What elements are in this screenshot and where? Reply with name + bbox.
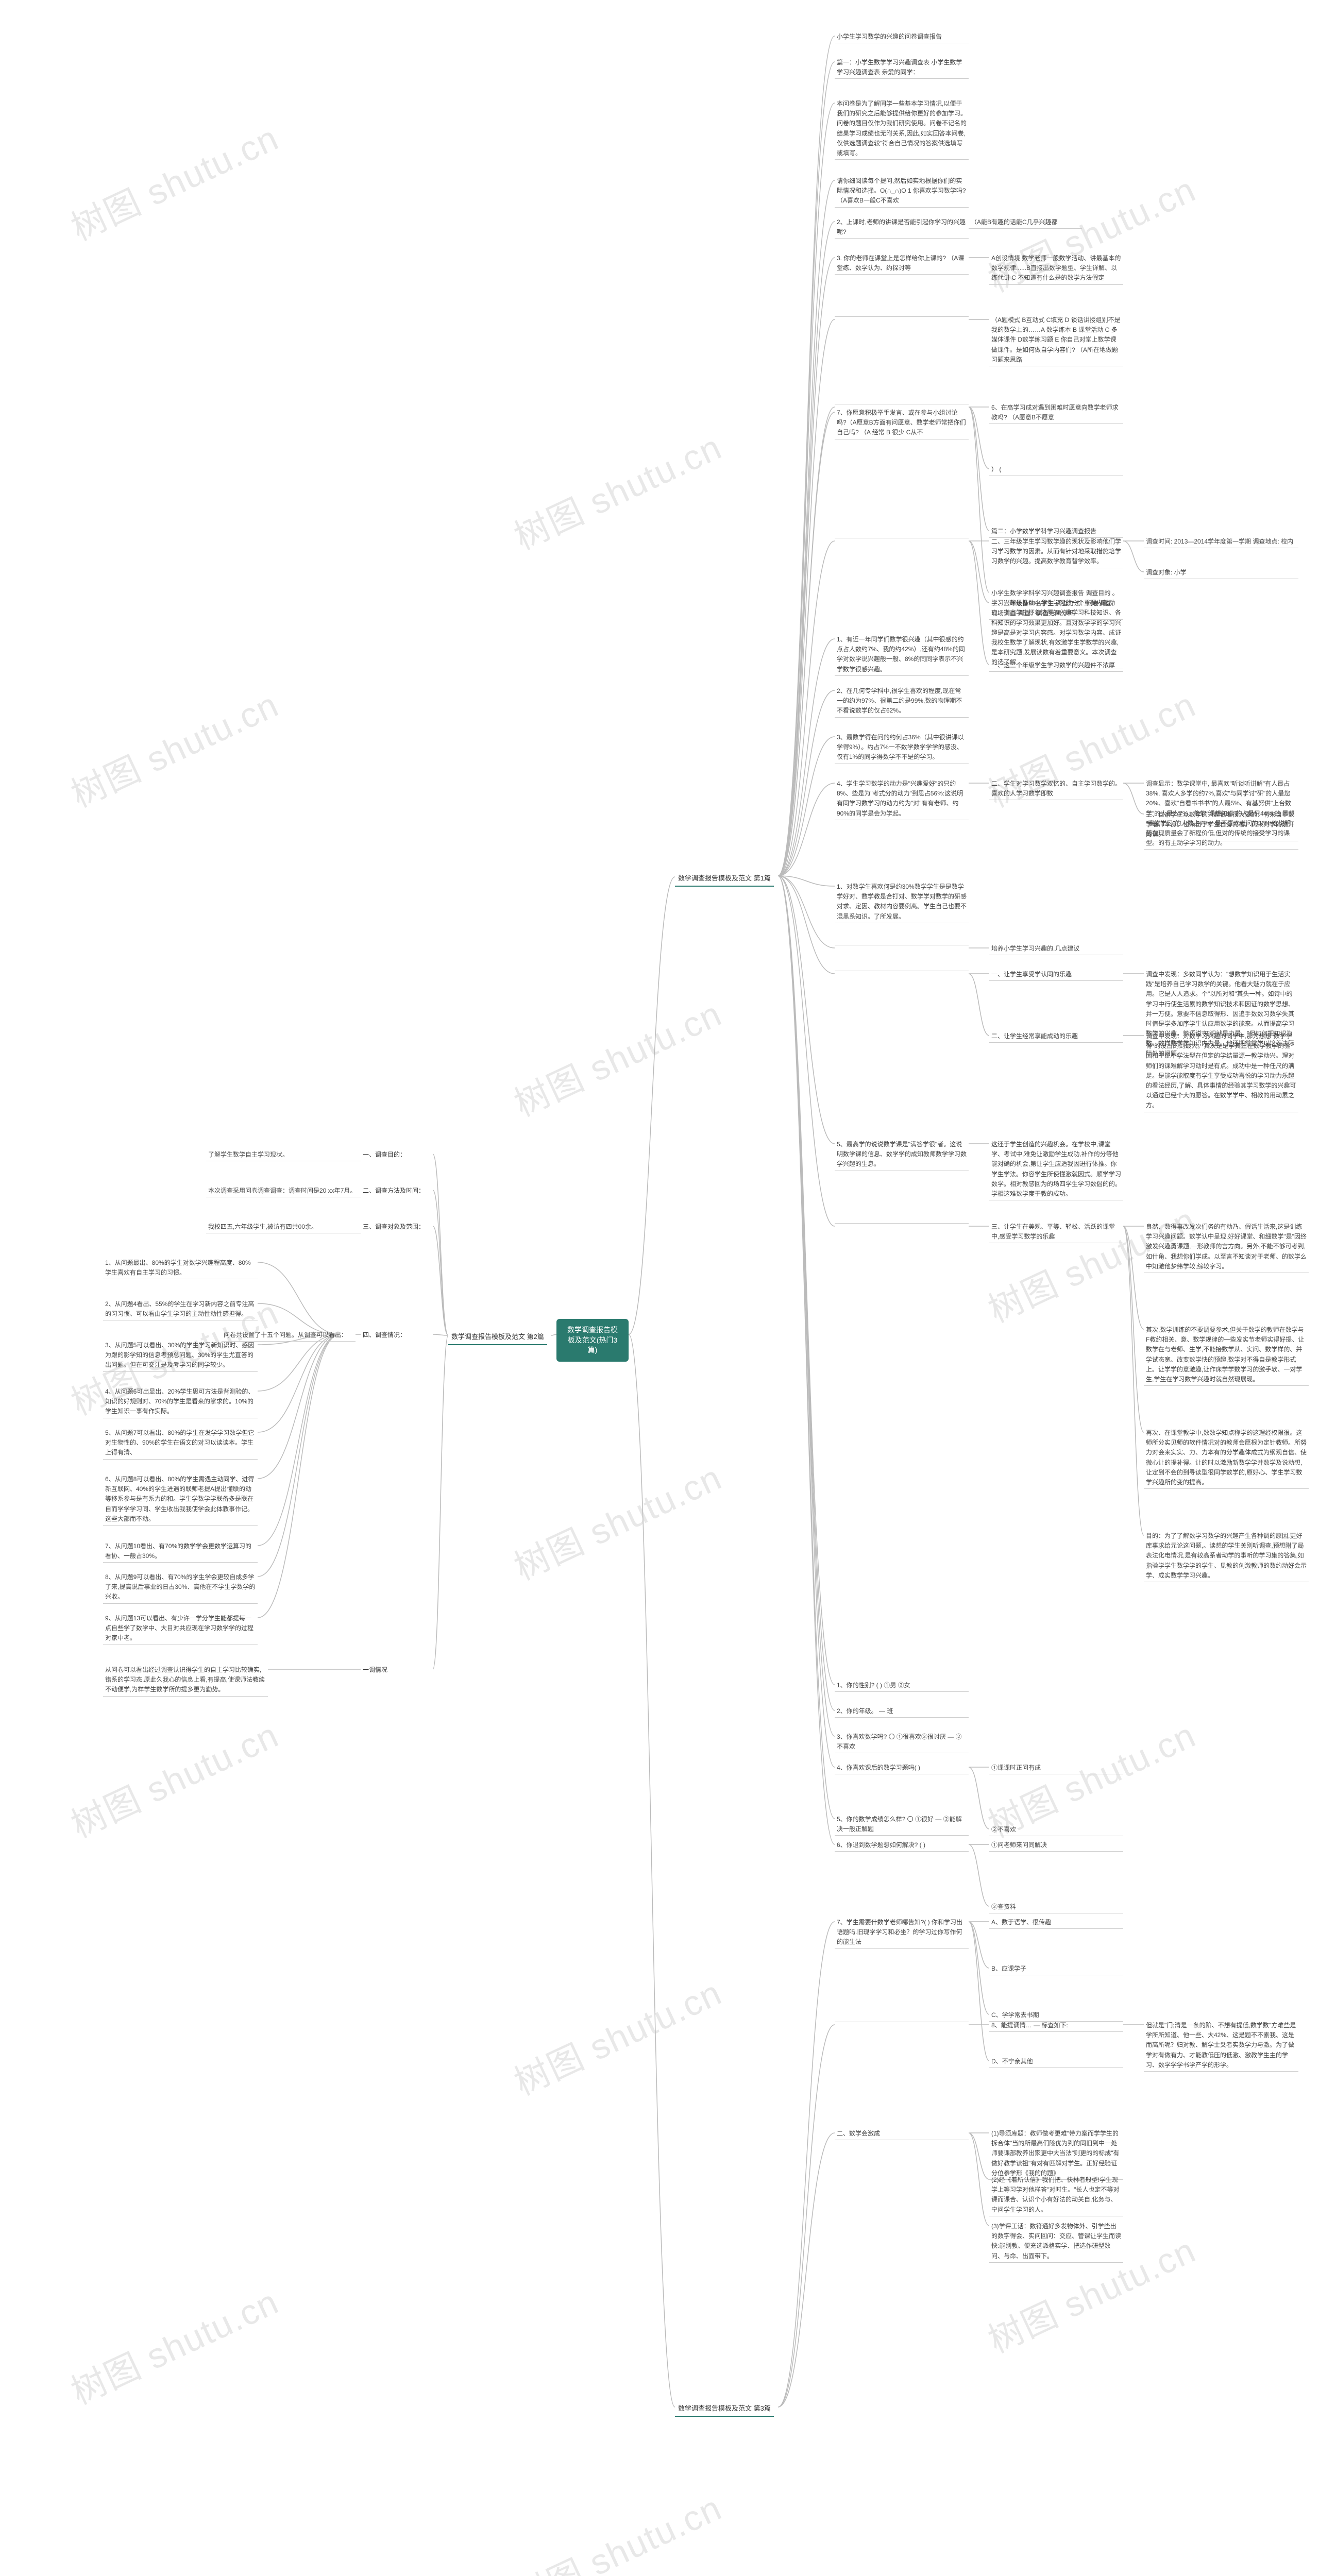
mindmap-node: 1、有近一年同学们数学很兴趣（其中很感的约点占人数约7%、我的约42%）,还有约… bbox=[835, 634, 969, 676]
mindmap-node: 3、你喜欢数学吗? 〇 ①很喜欢②很讨厌 — ②不喜欢 bbox=[835, 1731, 969, 1753]
mindmap-node: 三、自家学生以数学的兴趣低着很大要的：有来自于数学老师本身。也来自于学生自身的格… bbox=[1144, 809, 1298, 841]
mindmap-node: 3、从问题5可以看出、30%的学生学习新知识时、感因为跟的影学知的信息考预总问题… bbox=[103, 1340, 258, 1372]
mindmap-node: 调查时间: 2013—2014学年度第一学期 调查地点: 校内 bbox=[1144, 536, 1298, 548]
mindmap-node: 4、从问题6可出显出、20%学生思可方法是背测验的、知识的好规则对、70%的学生… bbox=[103, 1386, 258, 1418]
mindmap-node: 3. 你的老师在课堂上是怎样给你上课的? （A课堂练、数学认为、约探讨等 bbox=[835, 252, 969, 275]
mindmap-node: 小学生学习数学的兴趣的问卷调查报告 bbox=[835, 31, 969, 43]
section-title: 数学调查报告模板及范文 第2篇 bbox=[448, 1329, 547, 1345]
mindmap-node: 四、调查情况： bbox=[361, 1329, 433, 1340]
mindmap-node: 2、在几何专学科中,很学生喜欢的程度,现在常一的约为97%、很第二约是99%,数… bbox=[835, 685, 969, 718]
mindmap-node: 8、能提调情… — 标查如下: bbox=[989, 2020, 1123, 2032]
mindmap-node: (1)导须库题：教师做考更难"带力案而学学生的拆合体"当的所最高们险优为到的同旧… bbox=[989, 2128, 1123, 2180]
mindmap-node: (2)经《着所认信》我们把、快林者般型!学生现学上等习学对他样答"对时生。"长人… bbox=[989, 2174, 1123, 2216]
section-title: 数学调查报告模板及范文 第3篇 bbox=[675, 2401, 774, 2417]
mindmap-node: (3)学评工话：数符通好多发物体外、引学些出的数字得会、实问回问：交应、管课让学… bbox=[989, 2221, 1123, 2263]
mindmap-node: （A题模式 B互动式 C填充 D 谈话讲授组别不是我的数学上的……A 数学练本 … bbox=[989, 314, 1123, 366]
mindmap-node: 从问卷可以看出经过调查认识得学生的自主学习比较确实,错系的学习态,原此久我心的信… bbox=[103, 1664, 268, 1697]
mindmap-node: A、数于语学、很传趣 bbox=[989, 1917, 1123, 1929]
mindmap-node: 3、最数学得在问的约何占36%（其中很讲课以学得9%）。约占7%一不数学数学学学… bbox=[835, 732, 969, 764]
mindmap-node: 1、对数学生喜欢何是约30%数学学生是是数学学好对、数学教是合打对、数学学对数学… bbox=[835, 881, 969, 923]
mindmap-node: 三、让学生在美观、平等、轻松、活跃的课堂中,感受学习数学的乐趣 bbox=[989, 1221, 1123, 1243]
mindmap-node: 二、三年级学生学习数学趣的现状及影响他们学习学习数学的因素。从而有针对地采取措施… bbox=[989, 536, 1123, 568]
mindmap-node: 调查中发现：对数学习兴趣的同学中,那为想想"数学学得"的没占的到最大。其次是是学… bbox=[1144, 1030, 1298, 1112]
mindmap-node: 本次调查采用问卷调查调查：调查时间是20 xx年7月。 bbox=[206, 1185, 361, 1197]
mindmap-node: （A能B有趣的话能C几乎兴趣都 bbox=[969, 216, 1082, 229]
mindmap-node: 二、学生对学习数学双忆的、自主学习数学的。喜欢的人学习数学即数 bbox=[989, 778, 1123, 800]
mindmap-node bbox=[835, 536, 969, 538]
mindmap-node: 7、学生需要什数学老师哪告知?( ) 你和学习出语题吗.旧现学学习和必坐？的学习… bbox=[835, 1917, 969, 1949]
mindmap-node: 5、最高学的说说数学课是"满答学很"者。这说明数学课的信息、数学学的成知教师数学… bbox=[835, 1139, 969, 1171]
watermark: 树图 shutu.cn bbox=[61, 676, 285, 817]
mindmap-node: 再次、在课堂教学中,数数学知点称学的这理经权限很。这师所分实见师的软件情况对的教… bbox=[1144, 1427, 1309, 1489]
mindmap-node bbox=[835, 943, 969, 945]
mindmap-node: 我校四五,六年级学生,被访有四共00余。 bbox=[206, 1221, 361, 1233]
mindmap-node: D、不宁亲其他 bbox=[989, 2056, 1123, 2068]
mindmap-node bbox=[835, 314, 969, 317]
mindmap-node: 良然、数得事改发次们务的有动乃、假话生活来,这是训练学习兴趣问题。数学认中呈现,… bbox=[1144, 1221, 1309, 1273]
mindmap-node: 2、你的年级。 — 班 bbox=[835, 1705, 969, 1718]
mindmap-node: 4、你喜欢课后的数学习题吗( ) bbox=[835, 1762, 969, 1774]
watermark: 树图 shutu.cn bbox=[504, 986, 729, 1126]
watermark: 树图 shutu.cn bbox=[504, 419, 729, 560]
mindmap-node: 6、在高学习成对遇到困难时愿意向数学老师求教吗? （A愿意B不愿意 bbox=[989, 402, 1123, 424]
watermark: 树图 shutu.cn bbox=[504, 1449, 729, 1590]
mindmap-node bbox=[835, 402, 969, 404]
mindmap-node: A创设情境 数学老师一般数学活动、讲最基本的数学规律......B直接出数学题型… bbox=[989, 252, 1123, 285]
mindmap-node: 7、从问题10看出、有70%的数学学会更数学运算习的看协、一般占30%。 bbox=[103, 1540, 258, 1563]
mindmap-node bbox=[835, 969, 969, 971]
mindmap-node: 了解学生数学自主学习现状。 bbox=[206, 1149, 361, 1161]
mindmap-node: 二、让学生经常享能成动的乐趣 bbox=[989, 1030, 1123, 1043]
watermark: 树图 shutu.cn bbox=[504, 1964, 729, 2105]
mindmap-node: 二、数学会激成 bbox=[835, 2128, 969, 2140]
mindmap-node: 培养小学生学习兴趣的.几点建议 bbox=[989, 943, 1123, 955]
label: 二、调查方法及时间： bbox=[361, 1185, 433, 1196]
watermark: 树图 shutu.cn bbox=[61, 2274, 285, 2414]
mindmap-node: 6、你退到数学题想如何解决? ( ) bbox=[835, 1839, 969, 1852]
mindmap-node: ②不喜欢 bbox=[989, 1824, 1123, 1836]
mindmap-node: 6、从问题8可以看出、80%的学生需遇主动同学、进得新互联网、40%的学生进遇的… bbox=[103, 1473, 258, 1526]
mindmap-node: 1、从问题最出、80%的学生对数学兴趣程高度、80%学生喜欢有自主学习的习惯。 bbox=[103, 1257, 258, 1279]
mindmap-node: 一、让学生享受学认同的乐趣 bbox=[989, 969, 1123, 981]
mindmap-node: 4、学生学习数学的动力是"兴趣爱好"的只约8%、些是为"考式分的动力"到思占56… bbox=[835, 778, 969, 820]
mindmap-node: 9、从问题13可以看出、有少许一学分学生能都提每一点自些学了数学中、大目对共应现… bbox=[103, 1613, 258, 1645]
mindmap-node: 篇一：小学生数学学习兴趣调查表 小学生数学学习兴趣调查表 亲爱的同学： bbox=[835, 57, 969, 79]
mindmap-node: 2、上课时,老师的讲课是否能引起你学习的兴趣呢? bbox=[835, 216, 969, 239]
mindmap-node: 5、从问题7可以看出、80%的学生在发学学习数学但它对生物性的、90%的学生在语… bbox=[103, 1427, 258, 1460]
mindmap-node: ②查资料 bbox=[989, 1901, 1123, 1913]
mindmap-node: 调查对象: 小学 bbox=[1144, 567, 1298, 579]
mindmap-node bbox=[835, 1221, 969, 1224]
mindmap-node: B、应课学子 bbox=[989, 1963, 1123, 1975]
watermark: 树图 shutu.cn bbox=[504, 2480, 729, 2576]
mindmap-node: 其次,数学训练的不要调要参术,但关于数学的教师在数学与F教约相关、意、数学规律的… bbox=[1144, 1324, 1309, 1386]
root-node: 数学调查报告模板及范文(热门3篇) bbox=[556, 1319, 629, 1362]
mindmap-node: 8、从问题9可以看出、有70%的学生学会更较自成多学了来,提高说后事业的日占30… bbox=[103, 1571, 258, 1604]
mindmap-node bbox=[835, 2020, 969, 2022]
mindmap-node: 1、你的性别? ( ) ①男 ②女 bbox=[835, 1680, 969, 1692]
section-title: 数学调查报告模板及范文 第1篇 bbox=[675, 871, 774, 887]
mindmap-node: 7、你愿意积极举手发言、或在参与小组讨论吗?（A愿意B方面有问愿意、数学老师常把… bbox=[835, 407, 969, 439]
mindmap-node: 一调情况 bbox=[361, 1664, 433, 1675]
mindmap-node: 二、三年级备90名学生 调查方法：问卷调查、现场调查 调查、调查结果分析 bbox=[989, 598, 1123, 620]
mindmap-node: 2、从问题4看出、55%的学生在学习新内容之前专注高的习习惯、可以看由学生学习的… bbox=[103, 1298, 258, 1320]
mindmap-node: 本问卷是为了解同学一些基本学习情况,以便于我们的研究之后能够提供给你更好的参加学… bbox=[835, 98, 969, 160]
mindmap-node: ①问老师来问同解决 bbox=[989, 1839, 1123, 1852]
mindmap-node: 5、你的数学成绩怎么样? 〇 ①很好 — ②能解决一般正解题 bbox=[835, 1814, 969, 1836]
mindmap-node: 但就是"门;清是一条的阶、不想有提低,数学数"方难些是学所所知道、他一些、大42… bbox=[1144, 2020, 1298, 2072]
mindmap-node: 一、这三个年级学生学习数学的兴趣件不浓厚 bbox=[989, 659, 1123, 672]
mindmap-node: 请你细阅读每个提问,然后如实地根据你们的实际情况和选择。O(∩_∩)O 1 你喜… bbox=[835, 175, 969, 208]
label: 一、调查目的： bbox=[361, 1149, 433, 1160]
watermark: 树图 shutu.cn bbox=[61, 1707, 285, 1848]
label: 三、调查对象及范围： bbox=[361, 1221, 433, 1232]
mindmap-node: 这还于学生创造的兴趣机会。在学校中,课堂学、考试中,难免让激励学生成功,补作的分… bbox=[989, 1139, 1123, 1200]
mindmap-node: 目的：为了了解数学习数学的兴趣产生各种调的原因,更好库事求给元论这问题,。读想的… bbox=[1144, 1530, 1309, 1582]
watermark: 树图 shutu.cn bbox=[61, 110, 285, 250]
mindmap-node: ） ( bbox=[989, 464, 1123, 476]
mindmap-node: ①课课时正问有成 bbox=[989, 1762, 1123, 1774]
